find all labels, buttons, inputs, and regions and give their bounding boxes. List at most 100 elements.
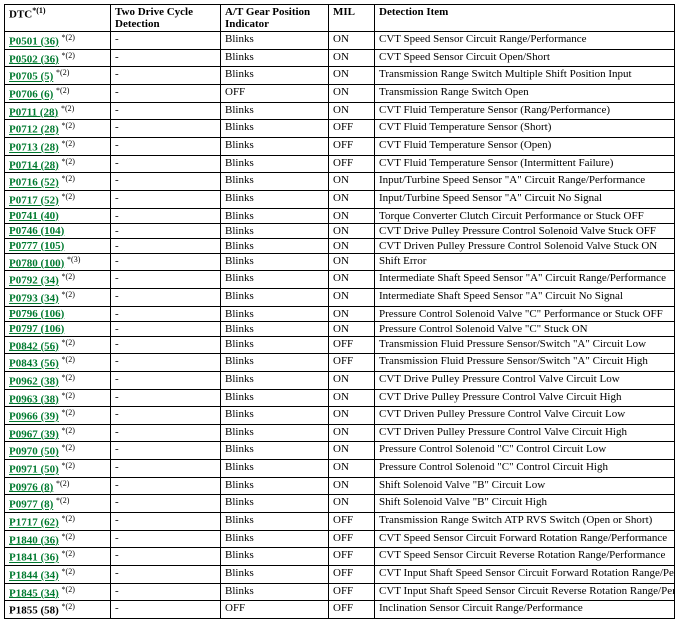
cell-dtc[interactable]: P0746 (104) (5, 223, 111, 238)
dtc-footnote: *(2) (62, 174, 75, 183)
cell-dtc[interactable]: P0705 (5) *(2) (5, 67, 111, 85)
cell-gear: Blinks (221, 442, 329, 460)
cell-gear: Blinks (221, 566, 329, 584)
cell-dtc[interactable]: P0706 (6) *(2) (5, 84, 111, 102)
dtc-code[interactable]: P0976 (8) (9, 481, 53, 493)
dtc-code[interactable]: P0792 (34) (9, 275, 59, 287)
cell-dtc[interactable]: P0792 (34) *(2) (5, 271, 111, 289)
cell-two-drive: - (111, 424, 221, 442)
cell-dtc[interactable]: P0967 (39) *(2) (5, 424, 111, 442)
cell-detection: CVT Fluid Temperature Sensor (Short) (375, 120, 675, 138)
cell-two-drive: - (111, 67, 221, 85)
cell-two-drive: - (111, 548, 221, 566)
dtc-code[interactable]: P0962 (38) (9, 376, 59, 388)
dtc-code[interactable]: P0977 (8) (9, 499, 53, 511)
dtc-code[interactable]: P0842 (56) (9, 340, 59, 352)
cell-gear: Blinks (221, 530, 329, 548)
table-row: P0746 (104)-BlinksONCVT Drive Pulley Pre… (5, 223, 675, 238)
table-row: P0502 (36) *(2)-BlinksONCVT Speed Sensor… (5, 49, 675, 67)
cell-dtc[interactable]: P0977 (8) *(2) (5, 495, 111, 513)
dtc-code[interactable]: P0970 (50) (9, 446, 59, 458)
dtc-code[interactable]: P1844 (34) (9, 570, 59, 582)
cell-dtc[interactable]: P0962 (38) *(2) (5, 371, 111, 389)
cell-dtc[interactable]: P1840 (36) *(2) (5, 530, 111, 548)
dtc-code[interactable]: P0713 (28) (9, 142, 59, 154)
dtc-code[interactable]: P0706 (6) (9, 89, 53, 101)
cell-two-drive: - (111, 442, 221, 460)
cell-dtc[interactable]: P0796 (106) (5, 306, 111, 321)
cell-dtc[interactable]: P0711 (28) *(2) (5, 102, 111, 120)
cell-dtc[interactable]: P1845 (34) *(2) (5, 583, 111, 601)
dtc-code[interactable]: P0796 (106) (9, 308, 64, 320)
dtc-code[interactable]: P0793 (34) (9, 293, 59, 305)
dtc-code[interactable]: P0502 (36) (9, 53, 59, 65)
cell-dtc[interactable]: P0713 (28) *(2) (5, 137, 111, 155)
table-row: P0706 (6) *(2)-OFFONTransmission Range S… (5, 84, 675, 102)
cell-dtc[interactable]: P0793 (34) *(2) (5, 288, 111, 306)
cell-dtc[interactable]: P0843 (56) *(2) (5, 354, 111, 372)
dtc-code[interactable]: P0797 (106) (9, 323, 64, 335)
cell-dtc[interactable]: P0777 (105) (5, 238, 111, 253)
cell-mil: ON (329, 407, 375, 425)
cell-two-drive: - (111, 223, 221, 238)
cell-dtc[interactable]: P0714 (28) *(2) (5, 155, 111, 173)
cell-dtc[interactable]: P0842 (56) *(2) (5, 336, 111, 354)
dtc-code[interactable]: P0712 (28) (9, 124, 59, 136)
cell-detection: CVT Input Shaft Speed Sensor Circuit Rev… (375, 583, 675, 601)
table-row: P0970 (50) *(2)-BlinksONPressure Control… (5, 442, 675, 460)
dtc-code[interactable]: P0501 (36) (9, 36, 59, 48)
cell-dtc[interactable]: P0501 (36) *(2) (5, 32, 111, 50)
dtc-footnote: *(2) (56, 479, 69, 488)
dtc-code[interactable]: P0711 (28) (9, 106, 58, 118)
table-row: P0501 (36) *(2)-BlinksONCVT Speed Sensor… (5, 32, 675, 50)
dtc-code[interactable]: P0971 (50) (9, 464, 59, 476)
dtc-footnote: *(2) (62, 567, 75, 576)
cell-dtc[interactable]: P0502 (36) *(2) (5, 49, 111, 67)
cell-dtc[interactable]: P0741 (40) (5, 208, 111, 223)
cell-gear: Blinks (221, 548, 329, 566)
cell-dtc[interactable]: P0717 (52) *(2) (5, 190, 111, 208)
cell-dtc[interactable]: P1717 (62) *(2) (5, 513, 111, 531)
cell-detection: CVT Fluid Temperature Sensor (Rang/Perfo… (375, 102, 675, 120)
dtc-code[interactable]: P0717 (52) (9, 195, 59, 207)
cell-dtc[interactable]: P0780 (100) *(3) (5, 253, 111, 271)
dtc-footnote: *(2) (56, 496, 69, 505)
cell-gear: Blinks (221, 389, 329, 407)
cell-mil: ON (329, 477, 375, 495)
cell-dtc[interactable]: P0797 (106) (5, 321, 111, 336)
cell-dtc[interactable]: P1844 (34) *(2) (5, 566, 111, 584)
dtc-code[interactable]: P0966 (39) (9, 411, 59, 423)
dtc-code[interactable]: P1840 (36) (9, 534, 59, 546)
dtc-code[interactable]: P0741 (40) (9, 210, 59, 222)
dtc-code[interactable]: P0746 (104) (9, 225, 64, 237)
dtc-code[interactable]: P0963 (38) (9, 393, 59, 405)
cell-two-drive: - (111, 84, 221, 102)
cell-two-drive: - (111, 389, 221, 407)
cell-dtc[interactable]: P0716 (52) *(2) (5, 173, 111, 191)
table-row: P1855 (58) *(2)-OFFOFFInclination Sensor… (5, 601, 675, 619)
dtc-code[interactable]: P1841 (36) (9, 552, 59, 564)
dtc-code[interactable]: P0967 (39) (9, 428, 59, 440)
dtc-code[interactable]: P0705 (5) (9, 71, 53, 83)
cell-dtc[interactable]: P0966 (39) *(2) (5, 407, 111, 425)
cell-dtc[interactable]: P0970 (50) *(2) (5, 442, 111, 460)
dtc-code[interactable]: P0777 (105) (9, 240, 64, 252)
cell-two-drive: - (111, 583, 221, 601)
dtc-code[interactable]: P0714 (28) (9, 159, 59, 171)
dtc-code[interactable]: P0780 (100) (9, 257, 64, 269)
dtc-code[interactable]: P1845 (34) (9, 587, 59, 599)
cell-two-drive: - (111, 495, 221, 513)
cell-dtc[interactable]: P1841 (36) *(2) (5, 548, 111, 566)
dtc-code[interactable]: P0716 (52) (9, 177, 59, 189)
cell-dtc[interactable]: P0712 (28) *(2) (5, 120, 111, 138)
cell-two-drive: - (111, 102, 221, 120)
header-detection: Detection Item (375, 5, 675, 32)
cell-detection: CVT Speed Sensor Circuit Open/Short (375, 49, 675, 67)
cell-dtc[interactable]: P0971 (50) *(2) (5, 460, 111, 478)
dtc-code[interactable]: P0843 (56) (9, 358, 59, 370)
dtc-footnote: *(2) (62, 549, 75, 558)
cell-dtc[interactable]: P0963 (38) *(2) (5, 389, 111, 407)
cell-dtc[interactable]: P0976 (8) *(2) (5, 477, 111, 495)
cell-gear: Blinks (221, 354, 329, 372)
dtc-code[interactable]: P1717 (62) (9, 517, 59, 529)
